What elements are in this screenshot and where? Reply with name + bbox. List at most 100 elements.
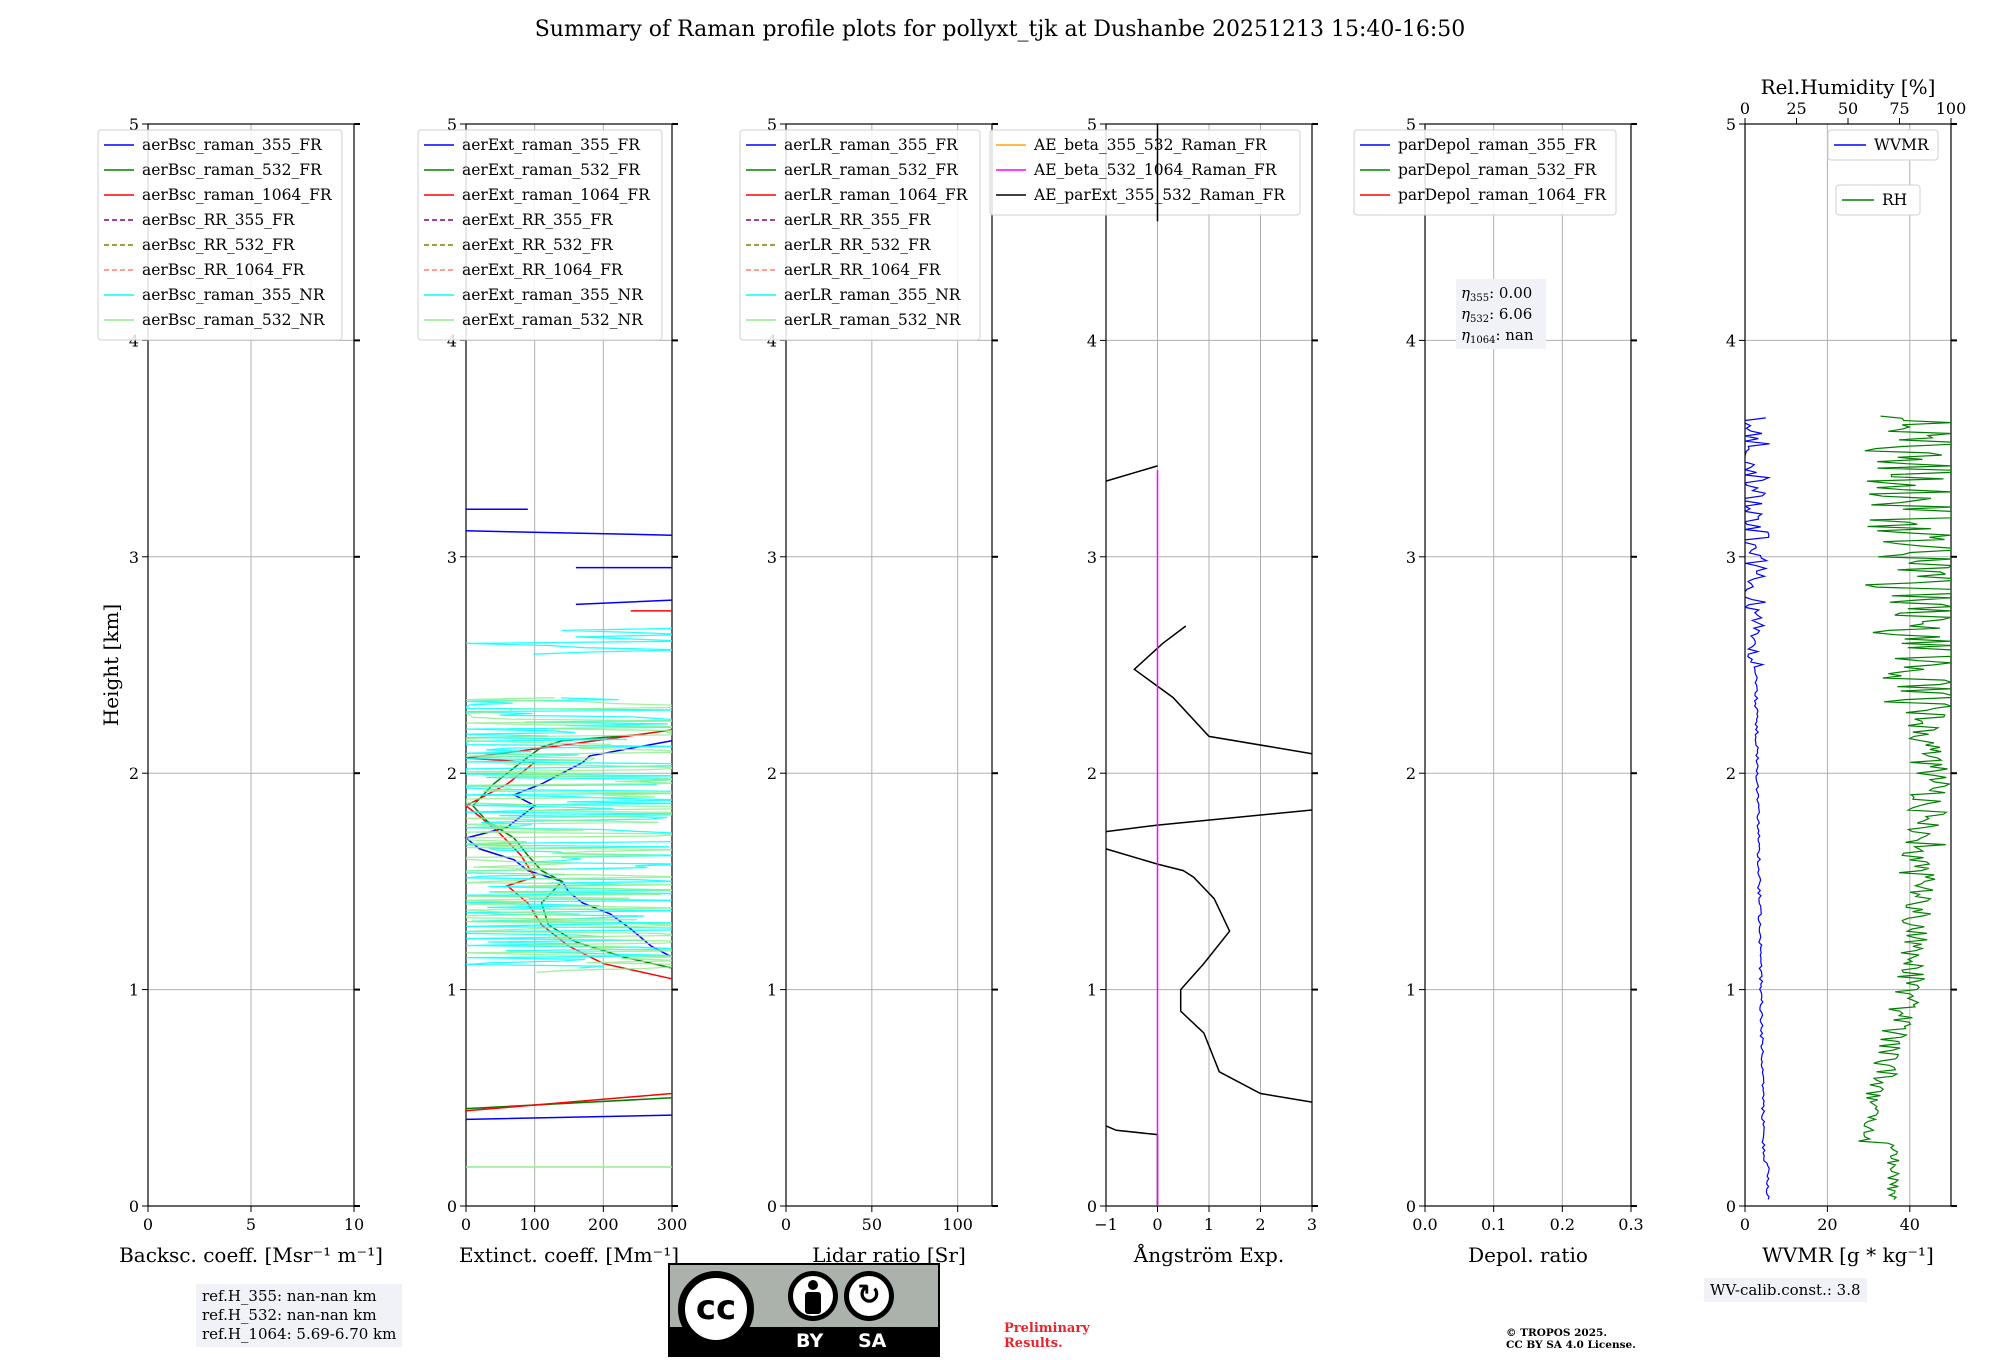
y-tick-label: 0 — [767, 1197, 777, 1216]
x-tick-label: 3 — [1307, 1215, 1317, 1234]
legend-box — [1353, 129, 1617, 216]
rh-tick-label: 100 — [1936, 99, 1967, 118]
y-tick-label: 2 — [767, 764, 777, 783]
preliminary-line-2: Results. — [1004, 1336, 1063, 1351]
eta-box-bg — [1456, 279, 1546, 349]
y-tick-label: 0 — [447, 1197, 457, 1216]
legend-lr: aerLR_raman_355_FR aerLR_raman_532_FR aerL… — [739, 129, 981, 341]
legend-entry: AE_parExt_355_532_Raman_FR — [1033, 186, 1286, 204]
y-tick-label: 5 — [1087, 115, 1097, 134]
by-label: BY — [796, 1330, 824, 1352]
legend-entry: aerBsc_RR_1064_FR — [142, 261, 306, 279]
x-axis-label-depol: Depol. ratio — [1468, 1243, 1588, 1267]
axes-frame-bsc — [147, 123, 355, 1207]
wv-profiles — [1745, 415, 1951, 1200]
legend-rh: RH — [1835, 184, 1921, 216]
axes-frame-wv — [1744, 123, 1952, 1207]
panel-bsc: 0 5 10 0 1 2 3 4 5 Backsc. coeff. [Msr⁻¹ m⁻¹] Heig… — [99, 115, 383, 1267]
y-tick-label: 4 — [1406, 331, 1416, 350]
y-tick-label: 4 — [1087, 331, 1097, 350]
cc-text: cc — [695, 1288, 737, 1328]
copyright-note: © TROPOS 2025. CC BY SA 4.0 License. — [1506, 1327, 1636, 1351]
y-tick-label: 3 — [129, 548, 139, 567]
legend-entry: aerBsc_RR_532_FR — [142, 236, 296, 254]
legend-entry: aerExt_RR_1064_FR — [462, 261, 624, 279]
x-axis-label-wv: WVMR [g * kg⁻¹] — [1762, 1243, 1934, 1267]
ref-height-355: ref.H_355: nan-nan km — [202, 1287, 377, 1305]
legend-entry: RH — [1882, 191, 1907, 209]
y-tick-label: 1 — [1726, 981, 1736, 1000]
panel-wv: 0 20 40 0 1 2 3 4 5 WVMR [g * kg⁻¹] — [1726, 115, 1957, 1267]
legend-entry: aerBsc_raman_532_FR — [142, 161, 323, 179]
y-tick-label: 3 — [1087, 548, 1097, 567]
x-tick-label: 0.2 — [1550, 1215, 1575, 1234]
y-tick-label: 3 — [447, 548, 457, 567]
preliminary-note: Preliminary Results. — [1004, 1321, 1090, 1351]
legend-entry: aerLR_RR_1064_FR — [784, 261, 942, 279]
y-axis-label: Height [km] — [99, 604, 123, 726]
cc-icon: cc — [678, 1271, 754, 1347]
x-tick-label: 300 — [657, 1215, 688, 1234]
legend-entry: parDepol_raman_355_FR — [1398, 136, 1598, 154]
legend-entry: aerLR_raman_532_FR — [784, 161, 959, 179]
axes-frame-lr — [785, 123, 993, 1207]
x-tick-label: 50 — [862, 1215, 882, 1234]
y-tick-label: 0 — [1087, 1197, 1097, 1216]
legend-entry: aerLR_RR_532_FR — [784, 236, 932, 254]
figure-title: Summary of Raman profile plots for polly… — [535, 17, 1466, 42]
x-tick-label: 0.1 — [1481, 1215, 1506, 1234]
y-tick-label: 4 — [767, 331, 777, 350]
legend-entry: AE_beta_532_1064_Raman_FR — [1033, 161, 1278, 179]
legend-entry: parDepol_raman_532_FR — [1398, 161, 1598, 179]
series-aerExt_raman_355_NR — [466, 697, 672, 969]
y-tick-label: 1 — [1087, 981, 1097, 1000]
axes-frame-ae — [1105, 123, 1313, 1207]
by-person-icon — [788, 1271, 838, 1321]
preliminary-line-1: Preliminary — [1004, 1321, 1090, 1336]
sa-label: SA — [858, 1330, 887, 1352]
y-tick-label: 5 — [1406, 115, 1416, 134]
x-axis-label-bsc: Backsc. coeff. [Msr⁻¹ m⁻¹] — [119, 1243, 383, 1267]
legend-entry: aerExt_RR_355_FR — [462, 211, 614, 229]
x-axis-label-ae: Ångström Exp. — [1133, 1242, 1284, 1267]
legend-ae: AE_beta_355_532_Raman_FR AE_beta_532_1064… — [989, 129, 1301, 216]
legend-entry: aerExt_raman_532_FR — [462, 161, 641, 179]
eta-line: η1064: nan — [1461, 326, 1534, 346]
legend-bsc: aerBsc_raman_355_FR aerBsc_raman_532_FRae… — [97, 129, 343, 341]
y-tick-label: 0 — [1406, 1197, 1416, 1216]
y-tick-label: 5 — [129, 115, 139, 134]
legend-box — [1827, 129, 1939, 161]
series-aerExt_raman_532_NR — [466, 697, 672, 973]
eta-line: η355: 0.00 — [1461, 284, 1532, 304]
copyright-line-2: CC BY SA 4.0 License. — [1506, 1339, 1636, 1351]
rh-tick-label: 0 — [1740, 99, 1750, 118]
eta-line: η532: 6.06 — [1461, 305, 1532, 325]
x-tick-label: 0 — [143, 1215, 153, 1234]
rh-tick-label: 25 — [1786, 99, 1806, 118]
legend-box — [989, 129, 1301, 216]
y-tick-label: 2 — [1406, 764, 1416, 783]
x-tick-label: 200 — [588, 1215, 619, 1234]
series-WVMR — [1745, 417, 1772, 1200]
legend-entry: aerExt_RR_532_FR — [462, 236, 614, 254]
ref-height-532: ref.H_532: nan-nan km — [202, 1306, 377, 1324]
legend-entry: aerExt_raman_1064_FR — [462, 186, 651, 204]
x-tick-label: −1 — [1094, 1215, 1118, 1234]
legend-depol: parDepol_raman_355_FR parDepol_raman_532_… — [1353, 129, 1617, 216]
legend-entry: aerBsc_RR_355_FR — [142, 211, 296, 229]
y-tick-label: 1 — [767, 981, 777, 1000]
x-tick-label: 1 — [1204, 1215, 1214, 1234]
legend-entry: aerBsc_raman_355_NR — [142, 286, 326, 304]
ref-height-1064: ref.H_1064: 5.69-6.70 km — [202, 1325, 397, 1343]
legend-entry: aerExt_raman_532_NR — [462, 311, 644, 329]
legend-box — [417, 129, 663, 341]
y-tick-label: 4 — [1726, 331, 1736, 350]
y-tick-label: 5 — [1726, 115, 1736, 134]
y-tick-label: 5 — [447, 115, 457, 134]
panel-depol: 0.0 0.1 0.2 0.3 0 1 2 3 4 5 Depol. ratio — [1406, 115, 1644, 1267]
legend-entry: aerBsc_raman_1064_FR — [142, 186, 333, 204]
y-tick-label: 2 — [447, 764, 457, 783]
